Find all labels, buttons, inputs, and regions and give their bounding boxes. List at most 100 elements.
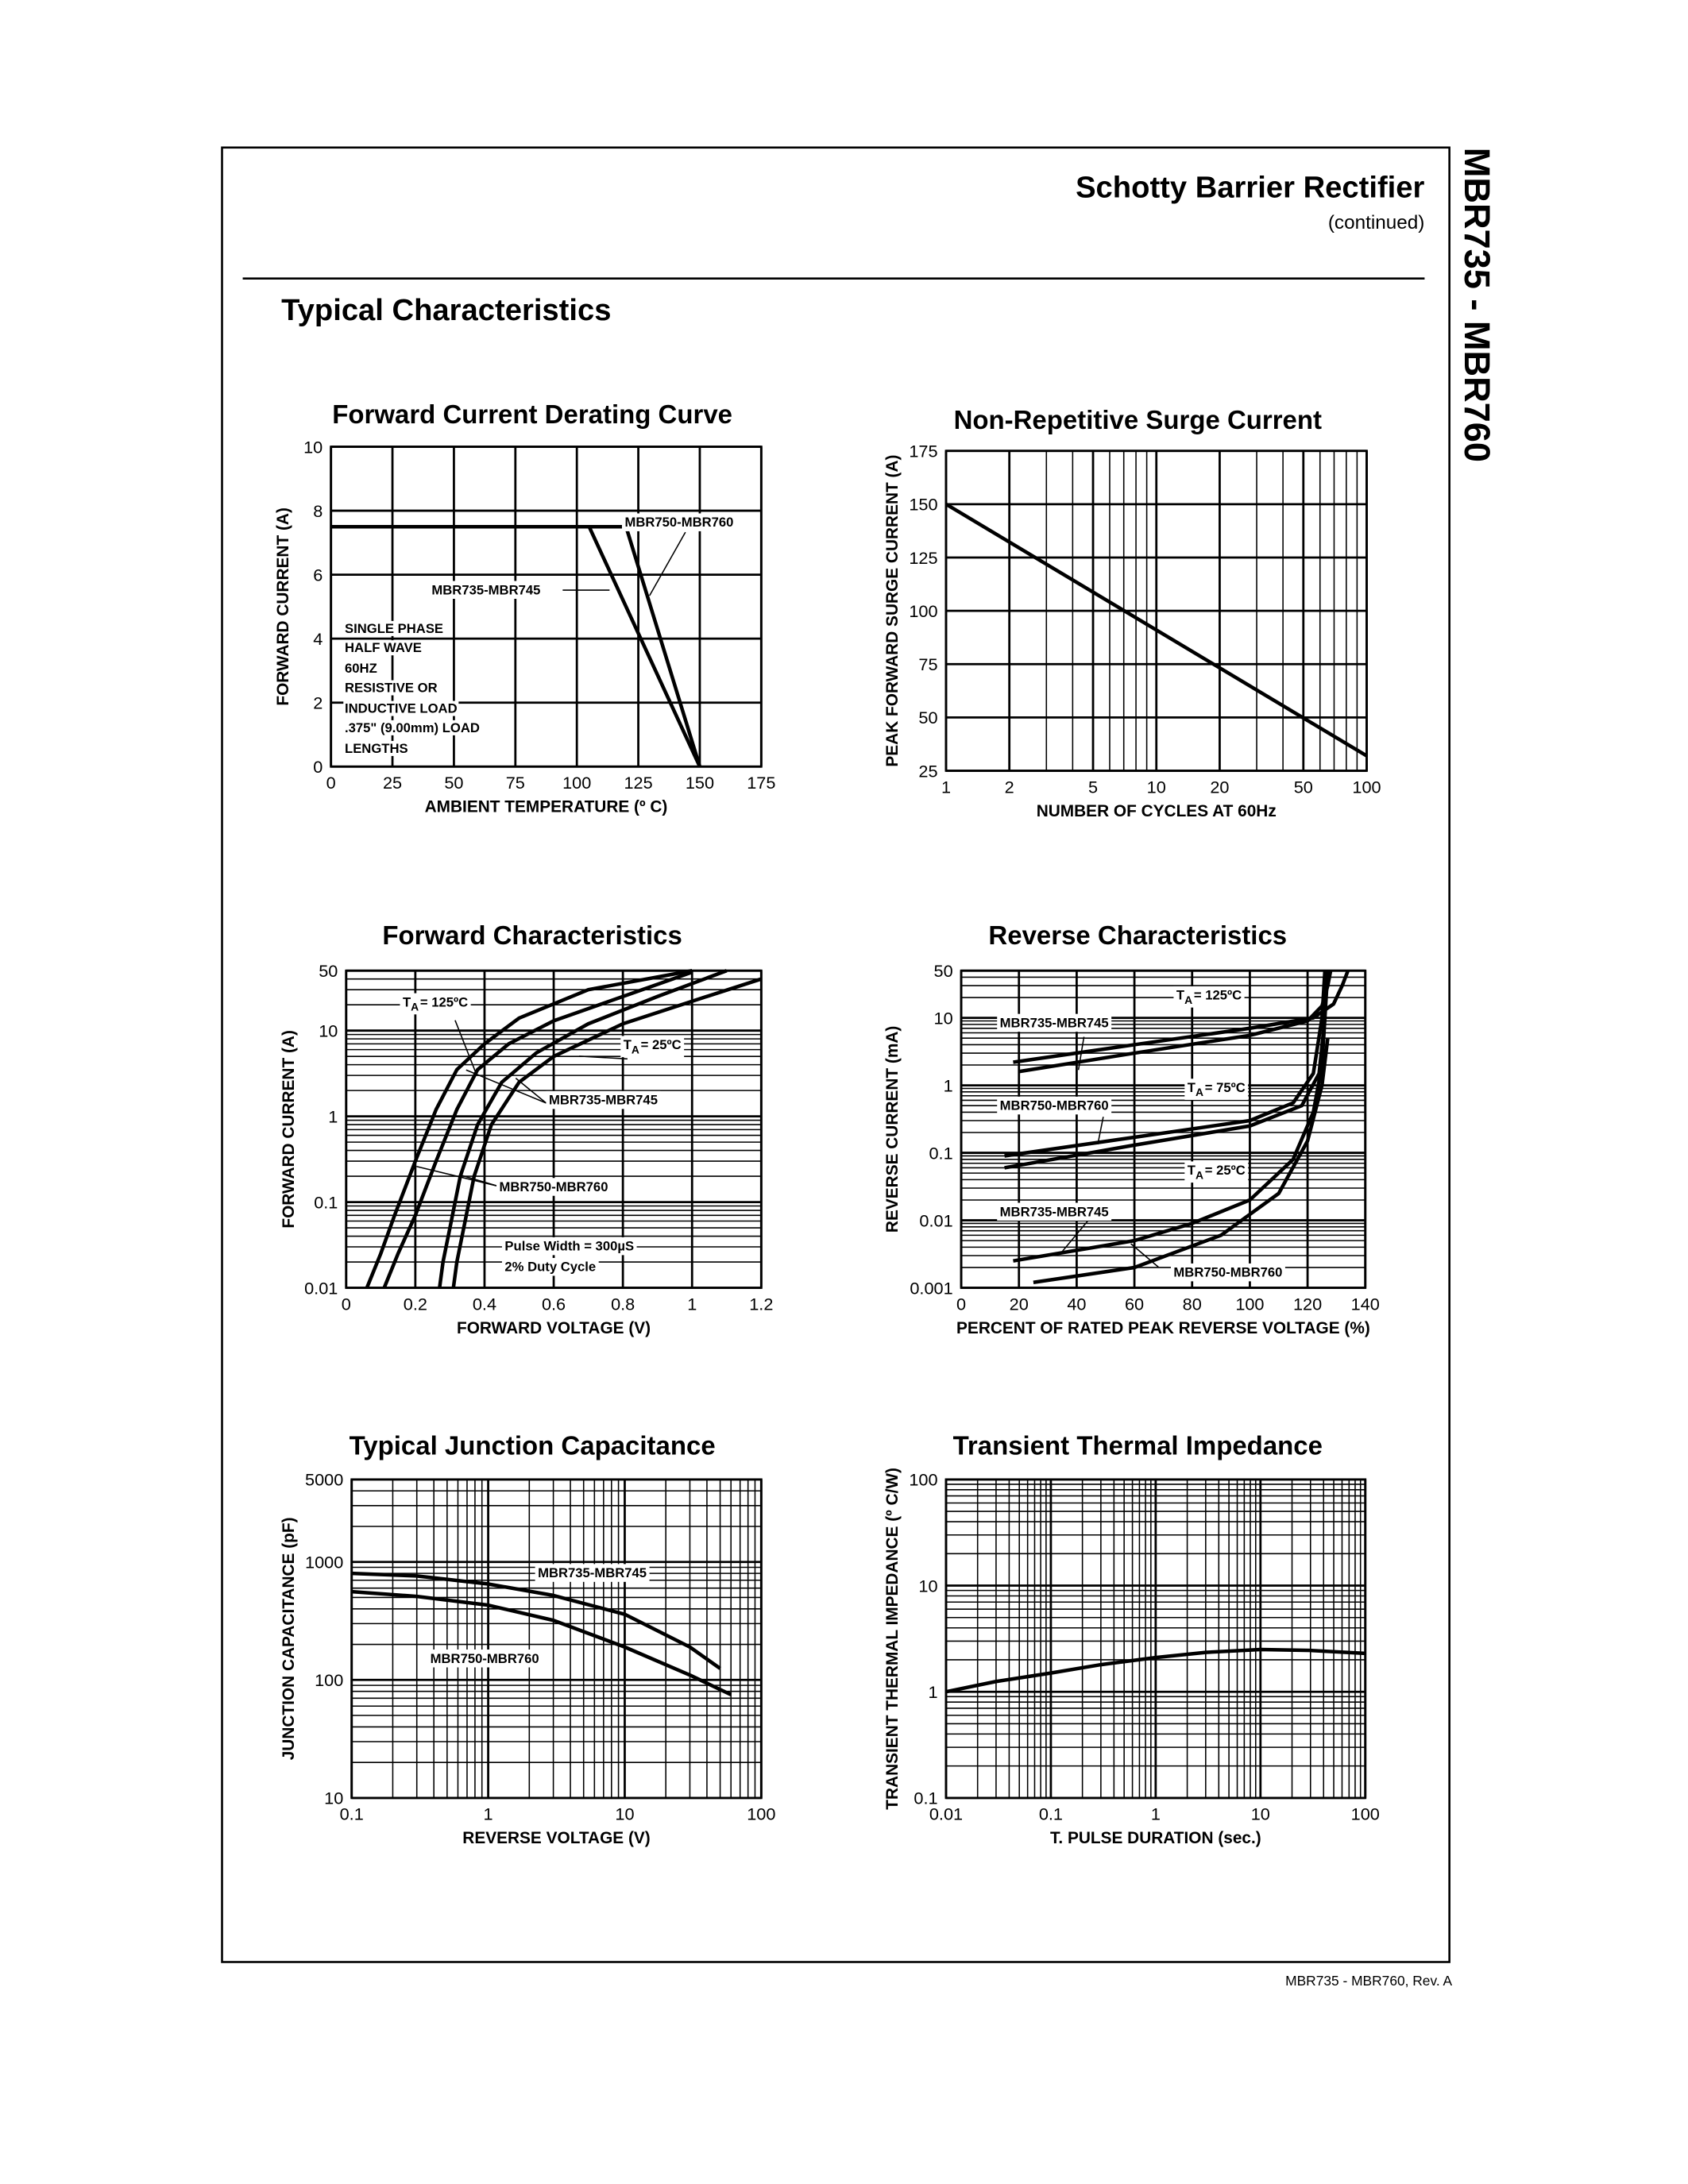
leader-line xyxy=(1097,1117,1104,1145)
annotation-text: = 75ºC xyxy=(1205,1080,1246,1095)
annotation: TA = 125ºC xyxy=(1176,988,1242,1006)
chart: 0.1 1 10 100 10 100 1000 5000 Typical Junction C… xyxy=(280,1431,776,1848)
chart-title: Typical Junction Capacitance xyxy=(350,1431,716,1461)
leader-line xyxy=(458,1174,497,1187)
curve xyxy=(351,1589,732,1696)
x-tick-label: 0.8 xyxy=(611,1294,635,1314)
y-tick-label: 8 xyxy=(313,501,323,521)
annotation-background xyxy=(501,1257,599,1276)
y-tick-label: 1 xyxy=(328,1106,338,1126)
x-tick-label: 80 xyxy=(1183,1294,1202,1314)
annotation: MBR735-MBR745 xyxy=(1000,1204,1109,1219)
chart-title: Reverse Characteristics xyxy=(988,920,1287,950)
y-tick-label: 0.1 xyxy=(914,1788,937,1808)
curve xyxy=(438,969,728,1288)
annotation: MBR750-MBR760 xyxy=(499,1179,608,1194)
x-tick-label: 60 xyxy=(1125,1294,1144,1314)
x-tick-label: 75 xyxy=(506,773,525,793)
annotation: MBR735-MBR745 xyxy=(549,1093,658,1108)
curve xyxy=(1033,1037,1330,1285)
annotation: TA = 75ºC xyxy=(1188,1080,1246,1098)
annotation-text: = 125ºC xyxy=(420,994,468,1009)
annotation-background xyxy=(997,1013,1112,1032)
x-tick-label: 0.1 xyxy=(340,1804,364,1824)
x-tick-label: 20 xyxy=(1210,777,1229,797)
y-tick-label: 175 xyxy=(909,442,937,461)
x-tick-label: 0.6 xyxy=(542,1294,566,1314)
x-axis-label: AMBIENT TEMPERATURE (º C) xyxy=(425,798,668,816)
annotation: MBR735-MBR745 xyxy=(538,1565,647,1580)
header-subtitle: (continued) xyxy=(1328,212,1425,233)
chart: 0 25 50 75 100 125 150 175 0 2 4 6 8 10 Forward Curren… xyxy=(274,399,776,816)
annotation-background xyxy=(546,1090,661,1109)
x-tick-label: 175 xyxy=(747,773,775,793)
curve xyxy=(382,970,693,1289)
y-tick-label: 150 xyxy=(909,495,937,515)
annotation: MBR735-MBR745 xyxy=(1000,1015,1109,1030)
x-tick-label: 1 xyxy=(484,1804,493,1824)
x-axis-label: NUMBER OF CYCLES AT 60Hz xyxy=(1037,802,1277,820)
side-title: MBR735 - MBR760 xyxy=(1457,148,1497,462)
y-tick-label: 1 xyxy=(944,1075,953,1095)
x-tick-label: 2 xyxy=(1005,777,1014,797)
x-axis-label: FORWARD VOLTAGE (V) xyxy=(457,1319,651,1337)
y-tick-label: 50 xyxy=(934,961,953,981)
y-tick-label: 1000 xyxy=(305,1553,343,1572)
x-tick-label: 0.2 xyxy=(404,1294,427,1314)
curve xyxy=(351,1571,721,1670)
annotation-background xyxy=(997,1202,1112,1221)
y-tick-label: 10 xyxy=(303,437,323,457)
x-tick-label: 0.4 xyxy=(473,1294,496,1314)
annotation-background xyxy=(343,640,423,656)
annotation-background xyxy=(1170,1263,1285,1282)
leader-line xyxy=(1130,1243,1159,1268)
annotation-background xyxy=(997,1096,1112,1115)
annotation-background xyxy=(1184,1161,1249,1183)
annotation: TA = 25ºC xyxy=(624,1037,682,1055)
annotation-background xyxy=(343,740,410,756)
y-tick-label: 50 xyxy=(918,708,937,727)
annotation: MBR750-MBR760 xyxy=(1173,1265,1282,1280)
plot-area xyxy=(330,446,763,768)
y-tick-label: 0.1 xyxy=(314,1192,338,1212)
annotation: LENGTHS xyxy=(345,741,408,756)
y-tick-label: 1 xyxy=(928,1682,937,1702)
x-tick-label: 10 xyxy=(615,1804,634,1824)
x-tick-label: 100 xyxy=(1351,1804,1380,1824)
x-tick-label: 140 xyxy=(1351,1294,1380,1314)
x-tick-label: 5 xyxy=(1088,777,1098,797)
y-tick-label: 10 xyxy=(319,1021,338,1040)
chart-title: Forward Characteristics xyxy=(382,920,682,950)
curve xyxy=(451,977,763,1288)
x-tick-label: 1 xyxy=(1151,1804,1161,1824)
y-tick-label: 4 xyxy=(313,629,323,649)
leader-line xyxy=(649,531,686,596)
y-tick-label: 10 xyxy=(918,1576,937,1596)
x-tick-label: 0.01 xyxy=(929,1804,963,1824)
x-axis-label: REVERSE VOLTAGE (V) xyxy=(462,1829,650,1847)
annotation-symbol: T xyxy=(1188,1080,1196,1095)
chart: 0 20 40 60 80 100 120 140 0.001 0.01 0.1 1 10 50 Rever… xyxy=(883,920,1380,1337)
annotation: MBR750-MBR760 xyxy=(431,1651,539,1666)
annotation: .375" (9.00mm) LOAD xyxy=(345,720,480,735)
chart: 1 2 5 10 20 50 100255075100125150175Non-Repeti… xyxy=(883,405,1381,820)
annotation-background xyxy=(535,1564,650,1582)
leader-line xyxy=(1061,1218,1091,1252)
annotation-background xyxy=(1173,986,1245,1008)
x-tick-label: 50 xyxy=(444,773,463,793)
curve xyxy=(1013,970,1350,1064)
x-tick-label: 100 xyxy=(747,1804,775,1824)
x-tick-label: 10 xyxy=(1251,1804,1270,1824)
annotation-background xyxy=(428,581,543,599)
y-tick-label: 25 xyxy=(918,761,937,781)
annotation: INDUCTIVE LOAD xyxy=(345,701,458,716)
annotation: TA = 25ºC xyxy=(1188,1163,1246,1181)
x-tick-label: 100 xyxy=(1235,1294,1264,1314)
annotation-background xyxy=(343,620,445,636)
y-tick-label: 125 xyxy=(909,548,937,568)
annotation-subscript: A xyxy=(1184,994,1192,1006)
annotation-subscript: A xyxy=(1196,1086,1203,1098)
leader-line xyxy=(515,1078,547,1104)
annotation-background xyxy=(496,1178,611,1196)
